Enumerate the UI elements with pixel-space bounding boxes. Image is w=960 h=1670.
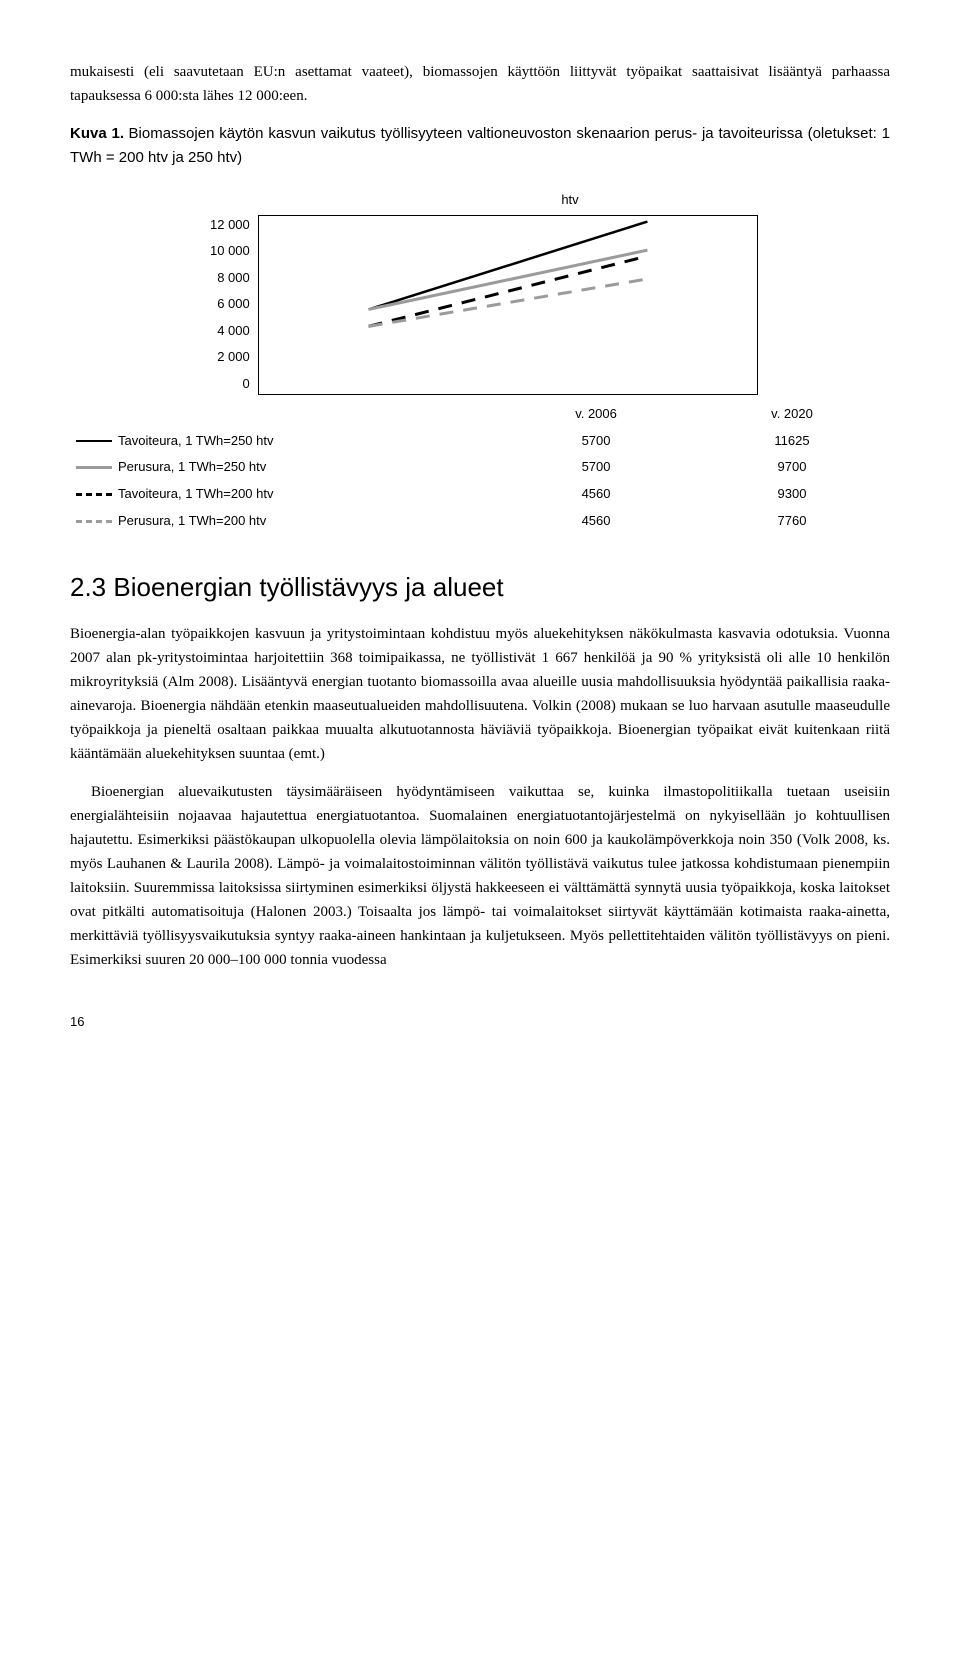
legend-row: Tavoiteura, 1 TWh=250 htv 570011625 — [70, 428, 890, 455]
figure-label: Kuva 1. — [70, 125, 124, 142]
y-tick-label: 0 — [243, 374, 250, 395]
legend-series-value: 11625 — [694, 428, 890, 455]
y-tick-label: 4 000 — [217, 321, 250, 342]
y-tick-label: 6 000 — [217, 294, 250, 315]
legend-series-name: Perusura, 1 TWh=200 htv — [118, 513, 266, 528]
body-paragraph-1: Bioenergia-alan työpaikkojen kasvuun ja … — [70, 622, 890, 766]
y-tick-label: 10 000 — [210, 241, 250, 262]
y-axis-title: htv — [70, 190, 890, 211]
y-tick-label: 8 000 — [217, 268, 250, 289]
legend-series-value: 5700 — [498, 428, 694, 455]
legend-row: Perusura, 1 TWh=250 htv 57009700 — [70, 454, 890, 481]
page-number: 16 — [70, 1012, 890, 1033]
x-label-2020: v. 2020 — [694, 401, 890, 428]
chart-plot-area — [258, 215, 758, 395]
legend-swatch — [76, 493, 112, 496]
legend-series-value: 9700 — [694, 454, 890, 481]
section-heading: 2.3 Bioenergian työllistävyys ja alueet — [70, 567, 890, 609]
figure-caption: Kuva 1. Biomassojen käytön kasvun vaikut… — [70, 122, 890, 170]
legend-swatch — [76, 520, 112, 523]
chart-series-line — [368, 279, 647, 326]
legend-row: Perusura, 1 TWh=200 htv 45607760 — [70, 508, 890, 535]
x-label-2006: v. 2006 — [498, 401, 694, 428]
chart-series-line — [368, 250, 647, 309]
legend-series-value: 4560 — [498, 508, 694, 535]
y-tick-label: 12 000 — [210, 215, 250, 236]
chart-container: htv 12 000 10 000 8 000 6 000 4 000 2 000 0 v.… — [70, 190, 890, 535]
legend-swatch — [76, 466, 112, 469]
legend-series-name: Tavoiteura, 1 TWh=250 htv — [118, 433, 274, 448]
chart-svg — [259, 216, 757, 394]
chart-legend-table: v. 2006 v. 2020 Tavoiteura, 1 TWh=250 ht… — [70, 401, 890, 535]
legend-series-value: 9300 — [694, 481, 890, 508]
y-axis: 12 000 10 000 8 000 6 000 4 000 2 000 0 — [210, 215, 258, 395]
legend-series-value: 4560 — [498, 481, 694, 508]
y-tick-label: 2 000 — [217, 347, 250, 368]
legend-row: Tavoiteura, 1 TWh=200 htv 45609300 — [70, 481, 890, 508]
body-paragraph-2: Bioenergian aluevaikutusten täysimääräis… — [70, 780, 890, 972]
legend-series-name: Tavoiteura, 1 TWh=200 htv — [118, 486, 274, 501]
legend-series-name: Perusura, 1 TWh=250 htv — [118, 459, 266, 474]
legend-series-value: 5700 — [498, 454, 694, 481]
legend-swatch — [76, 440, 112, 442]
intro-paragraph: mukaisesti (eli saavutetaan EU:n asettam… — [70, 60, 890, 108]
legend-series-value: 7760 — [694, 508, 890, 535]
figure-caption-text: Biomassojen käytön kasvun vaikutus työll… — [70, 125, 890, 166]
